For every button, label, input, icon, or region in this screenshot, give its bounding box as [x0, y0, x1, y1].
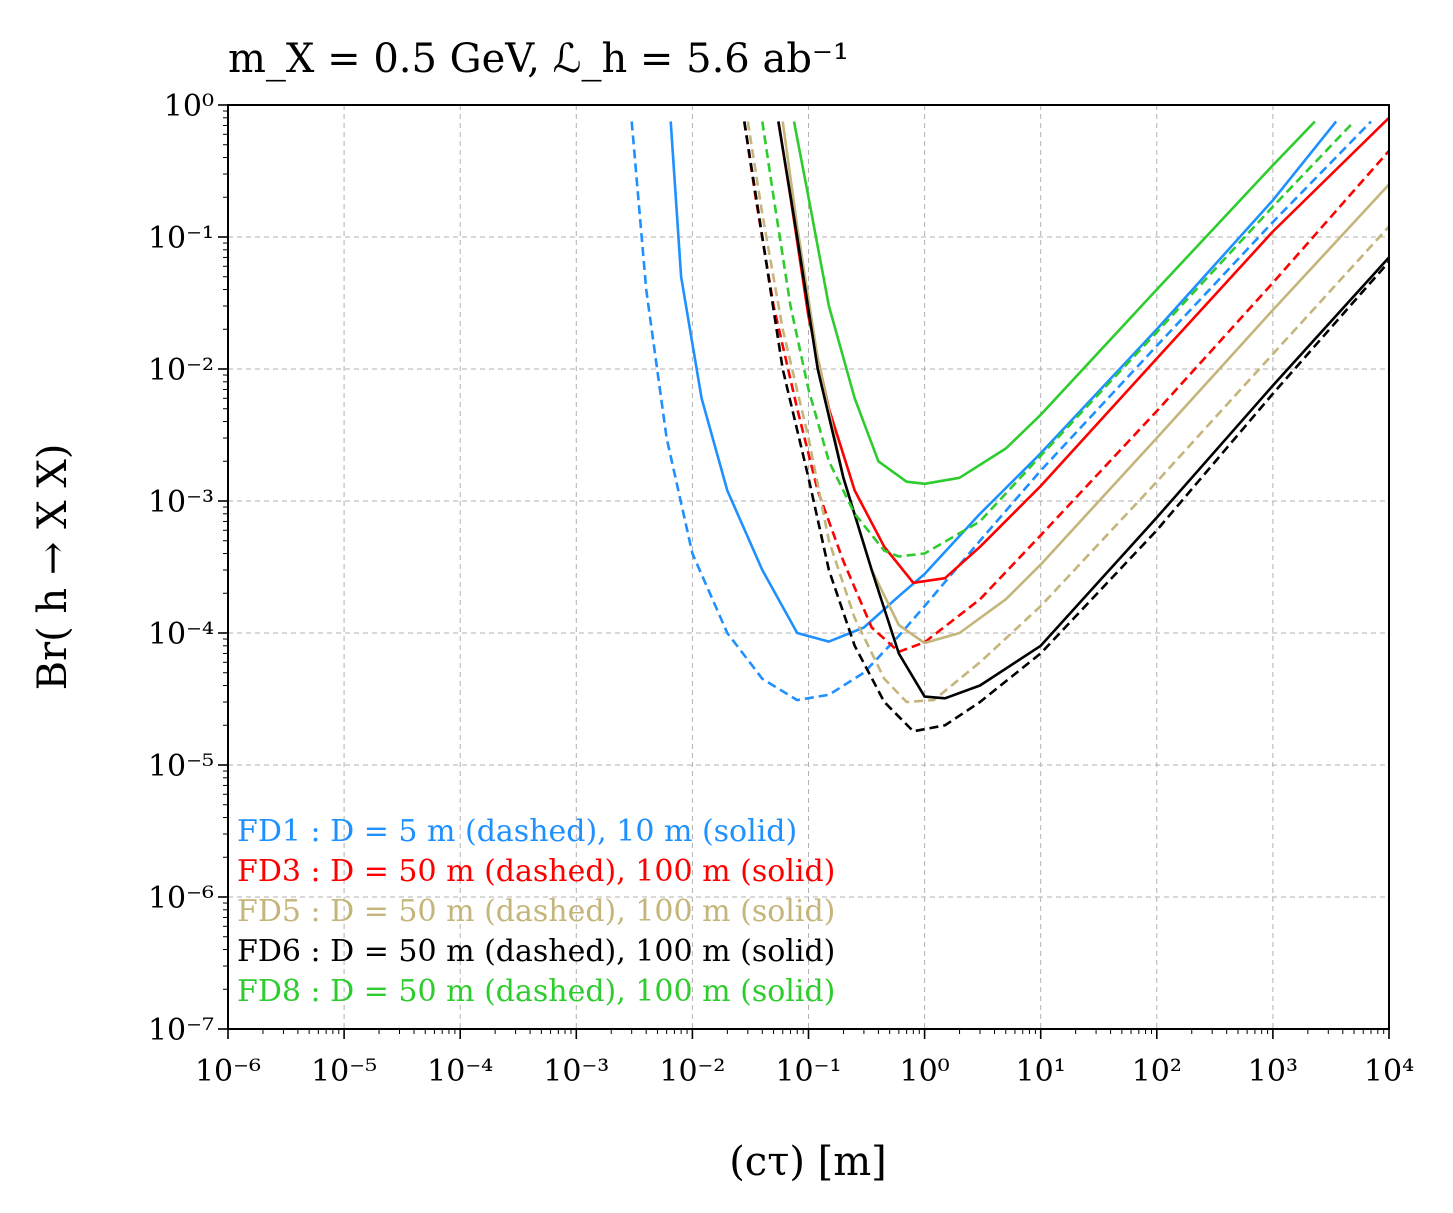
series-curve-3 — [743, 121, 1389, 654]
series-curve-5 — [746, 121, 1389, 704]
series-curve-4 — [777, 116, 1389, 585]
x-tick-label: 10⁰ — [899, 1054, 949, 1089]
legend-entry: FD1 : D = 5 m (dashed), 10 m (solid) — [237, 814, 797, 849]
curves — [630, 116, 1389, 733]
series-curve-2 — [669, 120, 1338, 643]
x-tick-label: 10⁻⁵ — [311, 1054, 377, 1089]
series-curve-1 — [630, 120, 1372, 702]
x-tick-label: 10⁻² — [659, 1054, 725, 1089]
y-tick-label: 10⁻¹ — [148, 221, 214, 256]
series-curve-9 — [761, 120, 1356, 558]
y-tick-label: 10⁰ — [164, 89, 214, 124]
legend-entry: FD8 : D = 50 m (dashed), 100 m (solid) — [237, 974, 835, 1009]
x-tick-label: 10⁻⁴ — [427, 1054, 493, 1089]
legend-entry: FD3 : D = 50 m (dashed), 100 m (solid) — [237, 854, 835, 889]
x-tick-label: 10⁻³ — [543, 1054, 609, 1089]
legend: FD1 : D = 5 m (dashed), 10 m (solid) FD3 … — [237, 814, 835, 1009]
x-tick-label: 10² — [1132, 1054, 1182, 1089]
series-curve-6 — [781, 121, 1389, 645]
axis-ticks: 10⁻⁶ 10⁻⁵ 10⁻⁴ 10⁻³ 10⁻² 10⁻¹ 10⁰ 10¹ 10² 10³ 10⁴ 1… — [148, 89, 1414, 1089]
x-tick-label: 10⁴ — [1364, 1054, 1414, 1089]
y-tick-label: 10⁻⁵ — [148, 749, 214, 784]
x-tick-label: 10⁻⁶ — [195, 1054, 261, 1089]
x-tick-label: 10¹ — [1016, 1054, 1066, 1089]
x-tick-label: 10⁻¹ — [775, 1054, 841, 1089]
legend-entry: FD5 : D = 50 m (dashed), 100 m (solid) — [237, 894, 835, 929]
grid — [228, 105, 1389, 1029]
y-tick-label: 10⁻⁶ — [148, 881, 214, 916]
x-tick-label: 10³ — [1248, 1054, 1298, 1089]
chart-title: m_X = 0.5 GeV, ℒ_h = 5.6 ab⁻¹ — [228, 36, 849, 82]
legend-entry: FD6 : D = 50 m (dashed), 100 m (solid) — [237, 934, 835, 969]
y-tick-label: 10⁻² — [148, 353, 214, 388]
y-axis-label: Br( h → X X) — [30, 444, 76, 691]
y-tick-label: 10⁻⁴ — [148, 617, 214, 652]
series-curve-10 — [792, 120, 1316, 486]
y-tick-label: 10⁻³ — [148, 485, 214, 520]
series-curve-7 — [743, 121, 1389, 733]
y-tick-label: 10⁻⁷ — [148, 1013, 214, 1048]
series-curve-8 — [777, 121, 1389, 700]
x-axis-label: (cτ) [m] — [729, 1139, 887, 1185]
